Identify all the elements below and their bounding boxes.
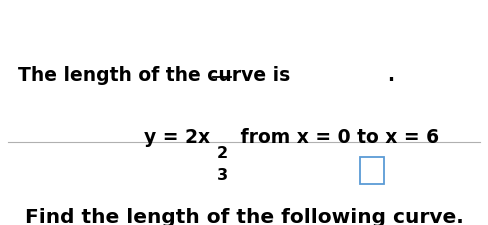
Bar <box>360 157 384 184</box>
Text: Find the length of the following curve.: Find the length of the following curve. <box>24 207 464 225</box>
Text: 3: 3 <box>217 167 227 182</box>
Text: from x = 0 to x = 6: from x = 0 to x = 6 <box>234 127 439 146</box>
Text: .: . <box>387 66 394 85</box>
Text: The length of the curve is: The length of the curve is <box>18 66 290 85</box>
Text: y = 2x: y = 2x <box>144 127 210 146</box>
Text: 2: 2 <box>217 145 227 160</box>
